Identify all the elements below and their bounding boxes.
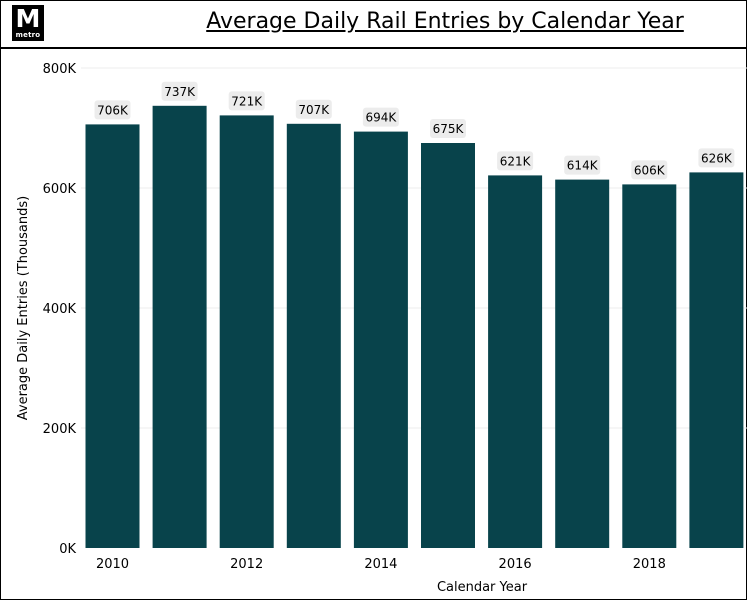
data-label-bg bbox=[497, 151, 534, 171]
bar bbox=[152, 105, 207, 549]
x-tick-label: 2018 bbox=[633, 557, 666, 572]
logo-subtext: metro bbox=[15, 31, 41, 39]
data-label-bg bbox=[698, 148, 735, 168]
bar-chart: 0K 200K 400K 600K 800K 706K 737K 721K 707K 694K 67… bbox=[16, 62, 747, 595]
data-label: 675K bbox=[433, 122, 465, 136]
y-tick-label: 200K bbox=[43, 422, 77, 437]
x-tick-label: 2010 bbox=[96, 557, 129, 572]
header-divider bbox=[0, 47, 747, 49]
bar bbox=[689, 172, 744, 548]
x-tick-label: 2016 bbox=[499, 557, 532, 572]
data-label: 737K bbox=[164, 85, 196, 99]
bar bbox=[555, 179, 610, 548]
bar bbox=[219, 115, 274, 549]
data-label-bg bbox=[161, 81, 198, 101]
data-label: 626K bbox=[701, 151, 733, 165]
data-label: 707K bbox=[298, 103, 330, 117]
data-label-bg bbox=[362, 107, 399, 127]
y-tick-label: 800K bbox=[43, 62, 77, 77]
data-label-bg bbox=[430, 119, 466, 138]
y-tick-label: 600K bbox=[43, 182, 77, 197]
data-label: 621K bbox=[500, 154, 532, 168]
bar bbox=[622, 184, 677, 548]
data-label-bg bbox=[94, 100, 131, 120]
data-label: 706K bbox=[97, 103, 129, 117]
metro-logo: M metro bbox=[12, 5, 44, 41]
y-tick-label: 0K bbox=[59, 542, 76, 557]
y-axis-title: Average Daily Entries (Thousands) bbox=[16, 196, 31, 420]
data-label: 606K bbox=[634, 163, 666, 177]
header: M metro Average Daily Rail Entries by Ca… bbox=[0, 0, 747, 49]
data-label-bg bbox=[631, 160, 668, 180]
chart-title: Average Daily Rail Entries by Calendar Y… bbox=[206, 9, 684, 34]
bar bbox=[286, 123, 341, 549]
bar bbox=[353, 131, 408, 548]
data-label: 694K bbox=[366, 111, 398, 125]
x-tick-label: 2014 bbox=[364, 557, 397, 572]
data-label-bg bbox=[228, 91, 265, 111]
x-tick-label: 2012 bbox=[230, 557, 263, 572]
data-label-bg bbox=[564, 155, 601, 175]
logo-letter: M bbox=[15, 4, 41, 33]
bar bbox=[488, 175, 543, 548]
data-label-bg bbox=[295, 99, 332, 119]
bar bbox=[85, 124, 140, 549]
bar bbox=[421, 143, 475, 548]
x-axis-title: Calendar Year bbox=[437, 580, 528, 595]
y-tick-label: 400K bbox=[43, 302, 77, 317]
data-label: 721K bbox=[231, 94, 263, 108]
data-label: 614K bbox=[567, 159, 599, 173]
